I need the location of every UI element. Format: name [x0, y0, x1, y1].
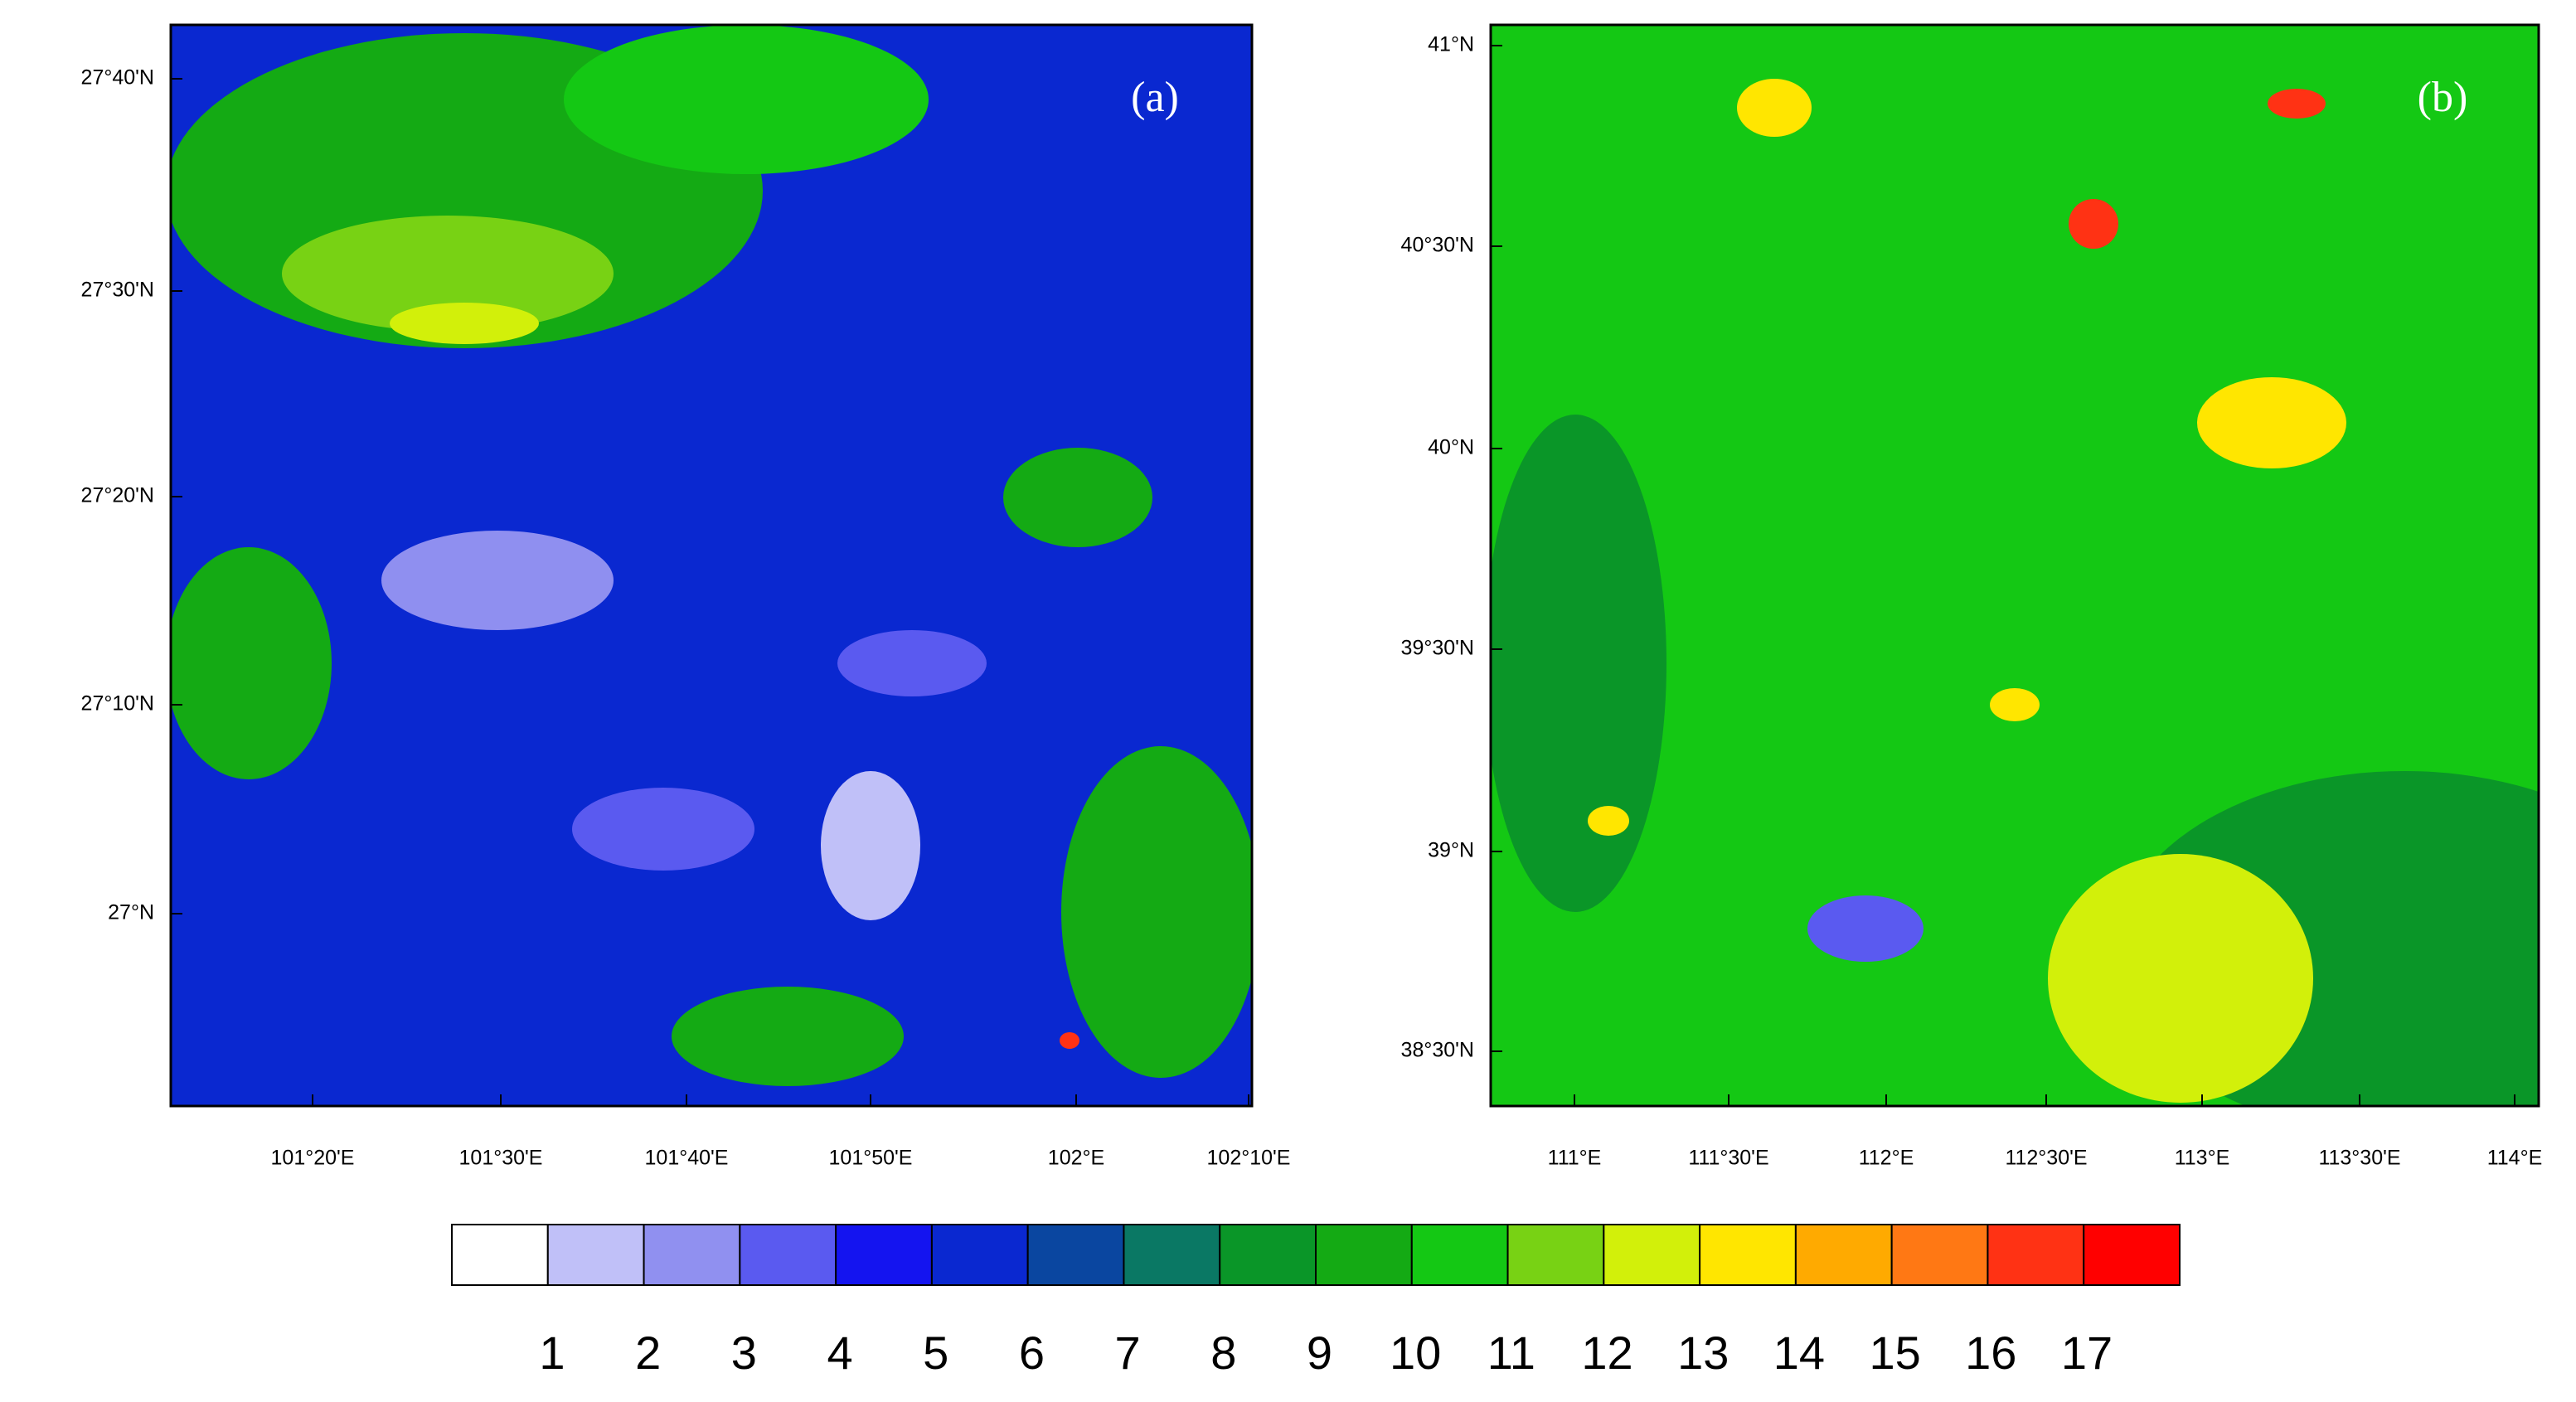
colorbar-label: 7 [1115, 1327, 1141, 1379]
x-tick-label: 112°30'E [2005, 1147, 2087, 1170]
x-tick-label: 101°50'E [829, 1147, 913, 1170]
x-tick-label: 101°30'E [459, 1147, 543, 1170]
map-b [1491, 25, 2539, 1106]
x-tick-label: 102°10'E [1207, 1147, 1291, 1170]
colorbar-box [1603, 1224, 1701, 1286]
x-tick-label: 114°E [2487, 1147, 2543, 1170]
colorbar-box [546, 1224, 645, 1286]
x-tick-label: 113°E [2175, 1147, 2230, 1170]
colorbar-label: 11 [1487, 1327, 1535, 1379]
y-tick-label: 39°30'N [1401, 637, 1474, 660]
colorbar-box [2083, 1224, 2181, 1286]
colorbar-box [1219, 1224, 1317, 1286]
colorbar-label: 4 [827, 1327, 852, 1379]
colorbar-label: 3 [731, 1327, 757, 1379]
colorbar-box [1890, 1224, 1989, 1286]
y-tick-label: 41°N [1428, 33, 1474, 56]
colorbar-box [1123, 1224, 1221, 1286]
y-tick-label: 39°N [1428, 839, 1474, 862]
colorbar-box [930, 1224, 1029, 1286]
colorbar-label: 15 [1869, 1327, 1920, 1379]
colorbar-label: 10 [1390, 1327, 1441, 1379]
y-tick-label: 27°10'N [81, 692, 154, 716]
colorbar-label: 1 [539, 1327, 565, 1379]
colorbar-box [835, 1224, 933, 1286]
y-tick-label: 38°30'N [1401, 1039, 1474, 1062]
colorbar-label: 5 [923, 1327, 948, 1379]
frame-a [169, 23, 1254, 1108]
y-tick-label: 40°30'N [1401, 234, 1474, 257]
colorbar-box [739, 1224, 837, 1286]
x-tick-label: 102°E [1048, 1147, 1104, 1170]
colorbar-box [1794, 1224, 1893, 1286]
x-tick-label: 113°30'E [2318, 1147, 2400, 1170]
frame-b [1489, 23, 2540, 1108]
x-tick-label: 112°E [1859, 1147, 1914, 1170]
x-tick-label: 101°40'E [645, 1147, 729, 1170]
colorbar-box [1315, 1224, 1413, 1286]
colorbar-label: 14 [1773, 1327, 1825, 1379]
colorbar-box [1699, 1224, 1797, 1286]
colorbar-box [1987, 1224, 2085, 1286]
colorbar-box [451, 1224, 549, 1286]
colorbar-box [1026, 1224, 1125, 1286]
colorbar-label: 17 [2061, 1327, 2113, 1379]
colorbar-box [1506, 1224, 1605, 1286]
colorbar-label: 12 [1581, 1327, 1632, 1379]
x-tick-label: 111°E [1548, 1147, 1602, 1170]
y-tick-label: 27°40'N [81, 66, 154, 90]
y-tick-label: 27°20'N [81, 484, 154, 507]
panel-label: (b) [2418, 74, 2468, 121]
colorbar-label: 9 [1307, 1327, 1332, 1379]
x-tick-label: 101°20'E [271, 1147, 355, 1170]
colorbar-label: 16 [1965, 1327, 2016, 1379]
colorbar-box [1410, 1224, 1509, 1286]
y-tick-label: 27°N [108, 901, 154, 924]
y-tick-label: 27°30'N [81, 279, 154, 302]
colorbar-box [643, 1224, 741, 1286]
colorbar-label: 8 [1210, 1327, 1236, 1379]
colorbar-label: 6 [1019, 1327, 1045, 1379]
map-a [171, 25, 1252, 1106]
x-tick-label: 111°30'E [1688, 1147, 1768, 1170]
colorbar-label: 2 [635, 1327, 661, 1379]
panel-label: (a) [1131, 74, 1179, 121]
colorbar-label: 13 [1677, 1327, 1729, 1379]
y-tick-label: 40°N [1428, 436, 1474, 459]
